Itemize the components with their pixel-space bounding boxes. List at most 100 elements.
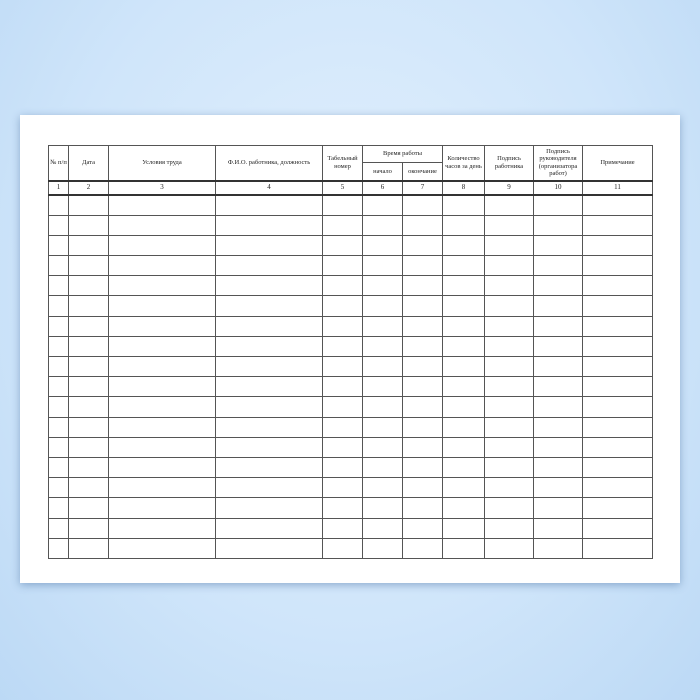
table-cell[interactable] [442, 396, 485, 418]
table-cell[interactable] [322, 376, 363, 398]
table-cell[interactable] [48, 456, 69, 479]
table-cell[interactable] [402, 315, 443, 337]
table-cell[interactable] [68, 275, 109, 297]
table-cell[interactable] [484, 497, 534, 519]
table-cell[interactable] [484, 214, 534, 236]
table-cell[interactable] [533, 396, 583, 418]
table-cell[interactable] [108, 396, 216, 418]
table-cell[interactable] [68, 517, 109, 539]
table-cell[interactable] [362, 194, 403, 216]
table-cell[interactable] [402, 355, 443, 378]
table-cell[interactable] [215, 295, 323, 317]
table-cell[interactable] [108, 456, 216, 479]
table-cell[interactable] [484, 255, 534, 277]
table-cell[interactable] [442, 234, 485, 257]
table-cell[interactable] [362, 416, 403, 438]
table-cell[interactable] [108, 376, 216, 398]
table-cell[interactable] [108, 295, 216, 317]
table-cell[interactable] [215, 255, 323, 277]
table-cell[interactable] [215, 335, 323, 358]
table-cell[interactable] [362, 295, 403, 317]
table-cell[interactable] [533, 295, 583, 317]
table-cell[interactable] [215, 194, 323, 216]
table-cell[interactable] [48, 214, 69, 236]
table-cell[interactable] [402, 194, 443, 216]
table-cell[interactable] [68, 376, 109, 398]
table-cell[interactable] [108, 517, 216, 539]
table-cell[interactable] [322, 275, 363, 297]
table-cell[interactable] [108, 436, 216, 458]
table-cell[interactable] [322, 255, 363, 277]
table-cell[interactable] [68, 214, 109, 236]
table-cell[interactable] [402, 436, 443, 458]
table-cell[interactable] [362, 255, 403, 277]
table-cell[interactable] [68, 355, 109, 378]
table-cell[interactable] [68, 194, 109, 216]
table-cell[interactable] [68, 456, 109, 479]
table-cell[interactable] [362, 537, 403, 559]
table-cell[interactable] [108, 416, 216, 438]
table-cell[interactable] [322, 355, 363, 378]
table-cell[interactable] [533, 477, 583, 499]
table-cell[interactable] [48, 477, 69, 499]
table-cell[interactable] [442, 376, 485, 398]
table-cell[interactable] [582, 234, 653, 257]
table-cell[interactable] [402, 275, 443, 297]
table-cell[interactable] [402, 376, 443, 398]
table-cell[interactable] [362, 355, 403, 378]
table-cell[interactable] [484, 416, 534, 438]
table-cell[interactable] [108, 335, 216, 358]
table-cell[interactable] [533, 416, 583, 438]
table-cell[interactable] [215, 396, 323, 418]
table-cell[interactable] [68, 255, 109, 277]
table-cell[interactable] [402, 537, 443, 559]
table-cell[interactable] [322, 335, 363, 358]
table-cell[interactable] [484, 234, 534, 257]
table-cell[interactable] [48, 416, 69, 438]
table-cell[interactable] [402, 456, 443, 479]
table-cell[interactable] [108, 214, 216, 236]
table-cell[interactable] [108, 477, 216, 499]
table-cell[interactable] [533, 497, 583, 519]
table-cell[interactable] [402, 214, 443, 236]
table-cell[interactable] [582, 275, 653, 297]
table-cell[interactable] [362, 315, 403, 337]
table-cell[interactable] [582, 295, 653, 317]
table-cell[interactable] [215, 214, 323, 236]
table-cell[interactable] [68, 537, 109, 559]
table-cell[interactable] [48, 255, 69, 277]
table-cell[interactable] [402, 497, 443, 519]
table-cell[interactable] [582, 436, 653, 458]
table-cell[interactable] [108, 315, 216, 337]
table-cell[interactable] [68, 477, 109, 499]
table-cell[interactable] [322, 497, 363, 519]
table-cell[interactable] [533, 335, 583, 358]
table-cell[interactable] [48, 295, 69, 317]
table-cell[interactable] [582, 416, 653, 438]
table-cell[interactable] [533, 355, 583, 378]
table-cell[interactable] [582, 335, 653, 358]
table-cell[interactable] [402, 396, 443, 418]
table-cell[interactable] [48, 335, 69, 358]
table-cell[interactable] [582, 255, 653, 277]
table-cell[interactable] [582, 517, 653, 539]
table-cell[interactable] [582, 537, 653, 559]
table-cell[interactable] [68, 295, 109, 317]
table-cell[interactable] [402, 477, 443, 499]
table-cell[interactable] [402, 517, 443, 539]
table-cell[interactable] [442, 335, 485, 358]
table-cell[interactable] [215, 355, 323, 378]
table-cell[interactable] [48, 396, 69, 418]
table-cell[interactable] [215, 234, 323, 257]
table-cell[interactable] [362, 376, 403, 398]
table-cell[interactable] [362, 214, 403, 236]
table-cell[interactable] [322, 295, 363, 317]
table-cell[interactable] [48, 355, 69, 378]
table-cell[interactable] [582, 376, 653, 398]
table-cell[interactable] [108, 234, 216, 257]
table-cell[interactable] [108, 275, 216, 297]
table-cell[interactable] [215, 275, 323, 297]
table-cell[interactable] [484, 396, 534, 418]
table-cell[interactable] [582, 315, 653, 337]
table-cell[interactable] [215, 376, 323, 398]
